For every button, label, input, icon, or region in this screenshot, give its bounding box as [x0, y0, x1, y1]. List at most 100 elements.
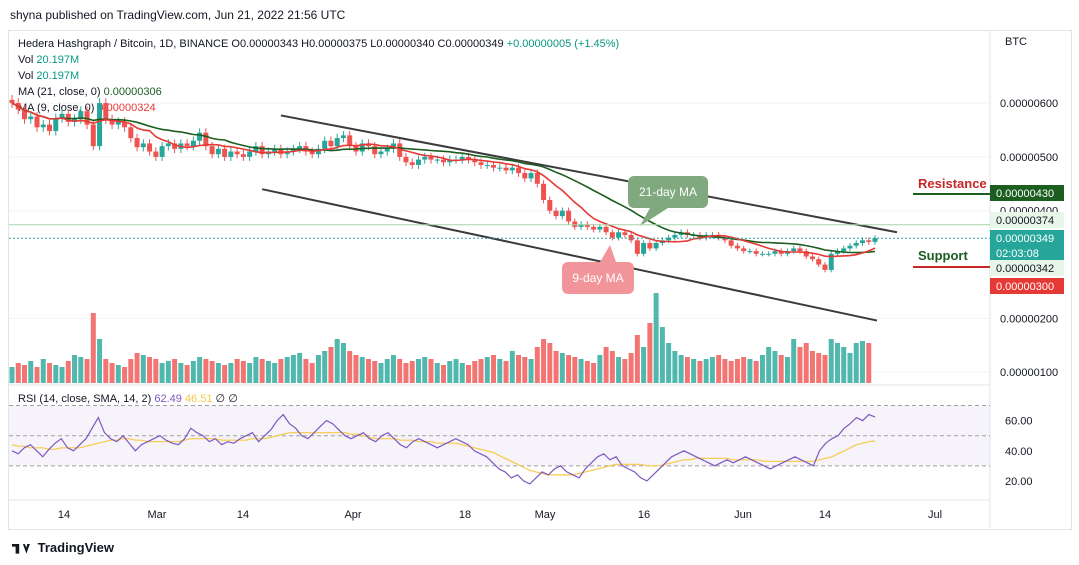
candle-body: [859, 240, 865, 244]
x-tick-label: May: [535, 509, 556, 521]
support-label: Support: [918, 248, 968, 263]
volume-bar: [28, 361, 34, 383]
volume-bar: [147, 357, 153, 383]
candle-body: [803, 251, 809, 257]
volume-bar: [122, 367, 128, 383]
vol-label: Vol: [18, 54, 34, 66]
ma9-callout-label: 9-day MA: [572, 271, 623, 285]
volume-bar: [759, 355, 765, 383]
rsi-line: [11, 413, 876, 485]
volume-bar: [59, 367, 65, 383]
price-tag-bg: [990, 260, 1064, 276]
candle-body: [372, 146, 378, 155]
volume-bar: [716, 355, 722, 383]
volume-bar: [153, 359, 159, 383]
candle-body: [34, 116, 40, 128]
volume-bar: [234, 359, 240, 383]
volume-bar: [472, 361, 478, 383]
volume-bar: [559, 353, 565, 383]
candle-body: [541, 183, 547, 200]
volume-bar: [203, 359, 209, 383]
volume-bar: [578, 359, 584, 383]
volume-bar: [728, 361, 734, 383]
candle-body: [147, 143, 153, 152]
volume-bar: [72, 355, 78, 383]
volume-bar: [303, 359, 309, 383]
candle-body: [328, 140, 334, 147]
candle-body: [497, 167, 503, 169]
volume-bar: [547, 343, 553, 383]
volume-bar: [853, 343, 859, 383]
candle-body: [347, 135, 353, 147]
volume-bar: [34, 367, 40, 383]
candle-body: [559, 210, 565, 217]
volume-bar: [284, 357, 290, 383]
volume-bar: [78, 357, 84, 383]
volume-bar: [415, 359, 421, 383]
volume-bar: [434, 363, 440, 383]
volume-bar: [165, 361, 171, 383]
volume-bar: [197, 357, 203, 383]
volume-bar: [691, 359, 697, 383]
candle-body: [828, 253, 834, 270]
candle-body: [97, 103, 103, 147]
candle-body: [797, 248, 803, 252]
volume-bar: [397, 359, 403, 383]
volume-bar: [353, 355, 359, 383]
rsi-extra-1: ∅: [215, 393, 226, 405]
volume-bar: [478, 359, 484, 383]
chart-frame[interactable]: [8, 30, 1072, 530]
volume-bar: [603, 347, 609, 383]
x-tick-label: Apr: [344, 509, 361, 521]
volume-bar: [272, 363, 278, 383]
candle-body: [753, 251, 759, 254]
candle-body: [547, 199, 553, 211]
volume-bar: [22, 365, 28, 383]
candle-body: [197, 132, 203, 141]
volume-bar: [659, 327, 665, 383]
candle-body: [409, 162, 415, 165]
volume-legend-2: Vol 20.197M: [18, 68, 79, 84]
candle-body: [522, 173, 528, 179]
volume-bar: [509, 351, 515, 383]
price-tag-bg: [990, 212, 1064, 228]
volume-bar: [503, 361, 509, 383]
candle-body: [53, 118, 59, 132]
ma21-label: MA (21, close, 0): [18, 86, 101, 98]
candle-body: [153, 151, 159, 157]
volume-bar: [253, 357, 259, 383]
ma9-label: MA (9, close, 0): [18, 102, 95, 114]
price-tag-label: 0.00000300: [996, 281, 1054, 293]
symbol-legend: Hedera Hashgraph / Bitcoin, 1D, BINANCE …: [18, 36, 619, 52]
candle-body: [809, 256, 815, 260]
upper-channel-line: [280, 114, 898, 234]
volume-bar: [628, 353, 634, 383]
ma21-callout-label: 21-day MA: [639, 185, 697, 199]
candle-body: [534, 173, 540, 184]
price-tag-bg: [990, 230, 1064, 246]
vol-value: 20.197M: [36, 54, 80, 66]
volume-bar: [859, 341, 865, 383]
candle-body: [666, 237, 672, 241]
tv-logo-icon: [12, 543, 30, 554]
volume-bar: [184, 365, 190, 383]
volume-bar: [734, 359, 740, 383]
volume-bar: [722, 359, 728, 383]
candle-body: [334, 138, 340, 147]
volume-bar: [447, 361, 453, 383]
volume-bar: [584, 361, 590, 383]
price-tag-label: 0.00000349: [996, 233, 1054, 245]
rsi-tick-label: 60.00: [1005, 416, 1033, 428]
volume-bar: [766, 347, 772, 383]
volume-bar: [390, 355, 396, 383]
volume-bar: [190, 361, 196, 383]
volume-bar: [65, 361, 71, 383]
tradingview-logo[interactable]: TradingView: [12, 540, 114, 555]
candle-body: [578, 224, 584, 227]
ma21-line: [11, 102, 876, 254]
price-tag-label: 0.00000374: [996, 215, 1054, 227]
volume-bar: [384, 359, 390, 383]
volume-bar: [653, 293, 659, 383]
rsi-legend: RSI (14, close, SMA, 14, 2) 62.49 46.51 …: [18, 391, 238, 407]
